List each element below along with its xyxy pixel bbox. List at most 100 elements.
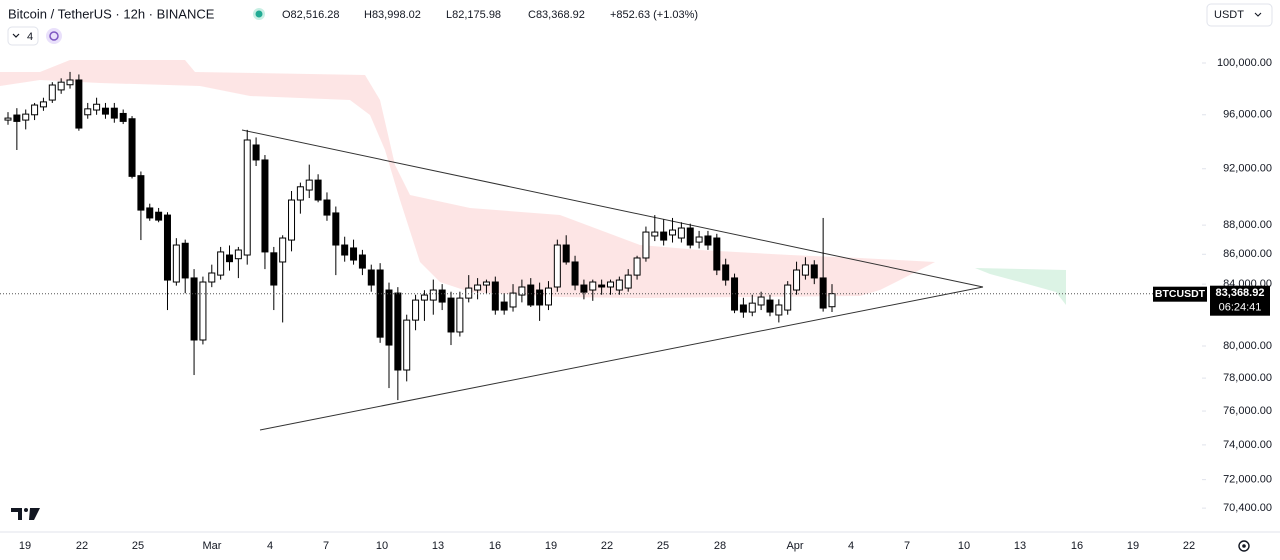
- candle-body: [465, 287, 473, 299]
- candle-body: [580, 284, 588, 293]
- candle-body: [509, 292, 517, 308]
- x-tick-label: 19: [1127, 540, 1139, 552]
- candle-body: [704, 235, 712, 246]
- price-change: +852.63 (+1.03%): [610, 9, 698, 21]
- x-tick-label: 13: [432, 540, 444, 552]
- candle-body: [518, 286, 526, 296]
- y-tick-label: 88,000.00: [1223, 219, 1272, 231]
- x-tick-label: 28: [714, 540, 726, 552]
- candle-body: [660, 231, 668, 241]
- candle-body: [110, 107, 118, 119]
- y-axis: 100,000.00 96,000.00 92,000.00 88,000.00 86,…: [1202, 57, 1272, 514]
- candle-body: [172, 244, 180, 283]
- candle-body: [766, 299, 774, 313]
- currency-label: USDT: [1214, 9, 1244, 21]
- candle-body: [332, 212, 340, 246]
- candle-body: [456, 297, 464, 333]
- candle-body: [31, 104, 39, 116]
- y-tick-label: 72,000.00: [1223, 474, 1272, 486]
- y-tick-label: 70,400.00: [1223, 502, 1272, 514]
- x-tick-label: 4: [267, 540, 273, 552]
- y-tick-label: 74,000.00: [1223, 439, 1272, 451]
- price-tag-bg: [1210, 285, 1270, 316]
- candle-body: [598, 284, 606, 288]
- candle-body: [748, 302, 756, 313]
- candle-body: [447, 297, 455, 333]
- candle-body: [66, 79, 74, 86]
- candle-body: [243, 139, 251, 256]
- candle-body: [13, 114, 21, 122]
- candle-body: [589, 281, 597, 291]
- candle-body: [48, 84, 56, 101]
- candle-body: [155, 211, 163, 221]
- y-tick-label: 76,000.00: [1223, 405, 1272, 417]
- candle-body: [199, 281, 207, 341]
- symbol-title: Bitcoin / TetherUS · 12h · BINANCE: [8, 6, 215, 21]
- candle-body: [217, 251, 225, 276]
- x-tick-label: 7: [904, 540, 910, 552]
- ohlc-high: H83,998.02: [364, 9, 421, 21]
- candle-body: [615, 279, 623, 291]
- x-tick-label: 22: [601, 540, 613, 552]
- candle-body: [739, 304, 747, 313]
- candle-body: [261, 159, 269, 253]
- x-tick-label: 19: [19, 540, 31, 552]
- x-tick-label: 10: [376, 540, 388, 552]
- market-status-dot: [255, 10, 263, 18]
- ohlc-low: L82,175.98: [446, 9, 501, 21]
- candle-body: [633, 257, 641, 276]
- trend-line-lower: [259, 286, 984, 431]
- tradingview-logo: [11, 508, 40, 520]
- x-tick-label: 7: [323, 540, 329, 552]
- candle-body: [819, 277, 827, 309]
- y-tick-label: 86,000.00: [1223, 248, 1272, 260]
- indicators-toggle[interactable]: [7, 26, 39, 46]
- trend-line-upper: [241, 129, 984, 288]
- candle-body: [651, 231, 659, 237]
- candle-body: [420, 294, 428, 301]
- x-tick-label: 25: [132, 540, 144, 552]
- settings-button[interactable]: [1238, 540, 1250, 552]
- x-tick-label: 16: [1071, 540, 1083, 552]
- x-axis: 19 22 25 Mar 4 7 10 13 16 19 22 25 28 Apr 4 7 10 13 16 19 22: [19, 540, 1195, 552]
- candle-body: [39, 101, 47, 108]
- candle-body: [128, 118, 136, 177]
- candle-body: [288, 199, 296, 241]
- candle-body: [482, 281, 490, 286]
- candle-body: [394, 292, 402, 371]
- candle-body: [279, 237, 287, 263]
- x-tick-label: Apr: [786, 540, 803, 552]
- x-tick-label: 22: [76, 540, 88, 552]
- x-tick-label: 16: [489, 540, 501, 552]
- candle-body: [4, 117, 12, 121]
- candle-body: [252, 144, 260, 161]
- candle-body: [491, 281, 499, 311]
- candle-body: [270, 252, 278, 286]
- candle-body: [642, 231, 650, 259]
- candle-body: [527, 284, 535, 306]
- countdown: 06:24:41: [1219, 302, 1262, 314]
- sync-button[interactable]: [46, 28, 62, 44]
- candle-body: [75, 79, 83, 129]
- x-tick-label: Mar: [203, 540, 222, 552]
- candle-body: [669, 229, 677, 236]
- x-tick-label: 22: [1183, 540, 1195, 552]
- candle-body: [793, 269, 801, 291]
- candle-body: [385, 289, 393, 346]
- candle-body: [474, 284, 482, 291]
- candle-body: [226, 254, 234, 263]
- candle-body: [553, 244, 561, 288]
- x-tick-label: 13: [1014, 540, 1026, 552]
- candle-body: [403, 319, 411, 371]
- candle-body: [606, 281, 614, 288]
- candle-body: [412, 299, 420, 321]
- candle-body: [93, 103, 101, 111]
- ohlc-close: C83,368.92: [528, 9, 585, 21]
- currency-button[interactable]: [1206, 3, 1273, 27]
- candle-body: [810, 264, 818, 279]
- candle-body: [57, 81, 65, 91]
- candle-body: [341, 244, 349, 256]
- candle-body: [358, 254, 366, 269]
